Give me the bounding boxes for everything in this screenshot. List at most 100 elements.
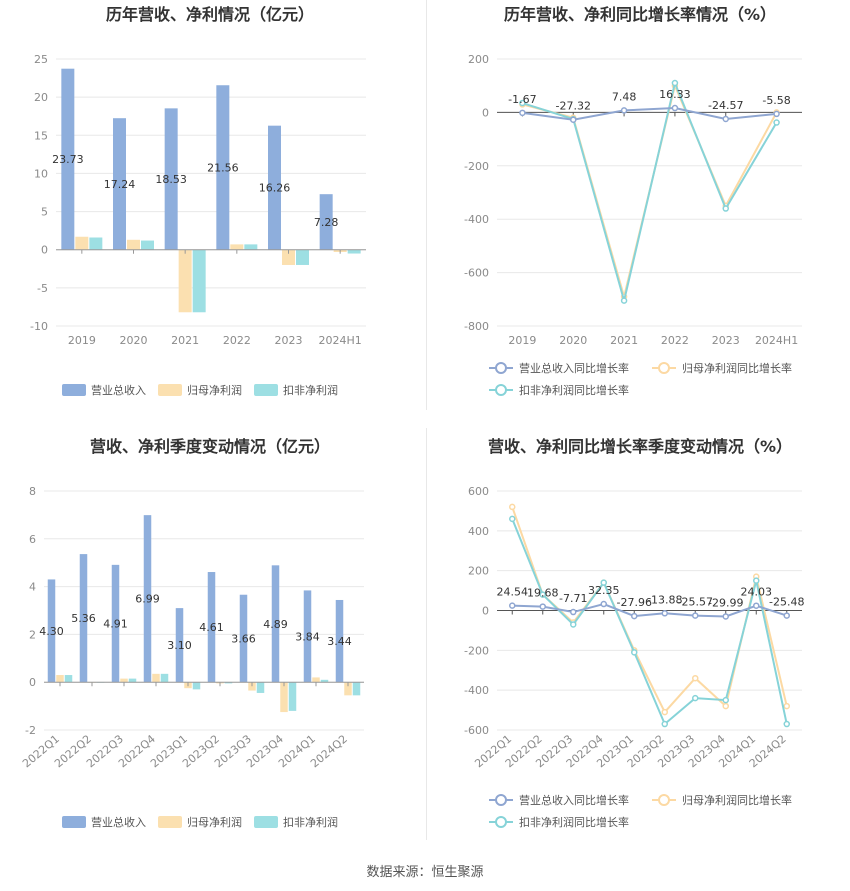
data-label: 17.24: [104, 178, 136, 191]
annual-revenue-profit-panel: 历年营收、净利情况（亿元） 25 20 15 10 5 0 -5 -10 23.73 17.24 18…: [0, 0, 425, 410]
revenue-bar: [319, 194, 333, 250]
y-tick-label: 400: [468, 525, 489, 538]
data-label: 3.66: [231, 632, 256, 645]
data-label: 3.84: [295, 630, 320, 643]
y-tick-label: -200: [464, 644, 489, 657]
data-label: -27.32: [556, 100, 591, 113]
revenue-growth-line: [522, 107, 777, 121]
data-label: 32.35: [588, 584, 620, 597]
revenue-bar: [111, 564, 120, 683]
data-label: -25.57: [678, 596, 713, 609]
line-point: [509, 503, 516, 511]
y-tick-label: 0: [29, 676, 36, 689]
x-tick-label: 2022: [223, 334, 251, 347]
legend-label: 扣非净利润: [283, 383, 338, 397]
line-point: [692, 674, 699, 682]
legend-swatch: [254, 816, 278, 828]
legend-label: 归母净利润: [187, 815, 242, 829]
y-tick-label: 25: [34, 53, 48, 66]
data-label: 3.44: [327, 635, 352, 648]
line-point: [753, 602, 760, 609]
legend-swatch: [158, 816, 182, 828]
data-label: 18.53: [155, 173, 187, 186]
legend-label: 营业总收入: [91, 383, 146, 397]
line-point: [783, 612, 790, 619]
line-point: [773, 110, 780, 118]
net-profit-bar: [152, 673, 160, 683]
line-point: [509, 515, 516, 523]
y-tick-label: 20: [34, 91, 48, 104]
data-label: 7.28: [314, 216, 339, 229]
line-point: [570, 608, 577, 616]
data-label: 24.03: [741, 586, 773, 599]
data-label: 16.33: [659, 88, 691, 101]
deducted-profit-bar: [89, 237, 103, 250]
y-tick-label: -600: [464, 267, 489, 280]
deducted-profit-bar: [244, 244, 258, 250]
deducted-profit-bar: [64, 675, 73, 683]
line-point: [570, 116, 577, 123]
line-point: [722, 115, 729, 123]
y-tick-label: 200: [468, 565, 489, 578]
deducted-profit-bar: [192, 249, 206, 313]
revenue-bar: [61, 68, 75, 250]
data-label: 4.91: [103, 618, 128, 631]
x-tick-label: 2023: [275, 334, 303, 347]
revenue-bar: [303, 590, 312, 683]
annual-growth-rate-panel: 历年营收、净利同比增长率情况（%） 200 0 -200 -400 -600 -800 -1.…: [427, 0, 850, 410]
net-profit-bar: [75, 236, 89, 250]
line-point: [539, 603, 546, 610]
data-label: 16.26: [259, 182, 291, 195]
legend-label: 归母净利润同比增长率: [682, 361, 792, 375]
data-label: 5.36: [71, 612, 96, 625]
revenue-bar: [175, 608, 184, 683]
y-tick-label: 15: [34, 129, 48, 142]
x-tick-label: 2019: [508, 334, 536, 347]
deducted-profit-growth-line: [522, 79, 778, 301]
data-label: 24.54: [497, 586, 529, 599]
revenue-bar: [143, 515, 152, 683]
legend-swatch: [62, 816, 86, 828]
line-point: [570, 621, 577, 628]
data-label: 3.10: [167, 639, 192, 652]
legend-label: 营业总收入同比增长率: [519, 793, 629, 807]
legend-label: 营业总收入: [91, 815, 146, 829]
y-tick-label: -10: [30, 320, 48, 333]
revenue-bar: [216, 85, 230, 250]
data-label: -1.67: [508, 93, 536, 106]
line-point: [631, 612, 638, 620]
line-point: [783, 702, 790, 710]
deducted-profit-bar: [320, 679, 329, 683]
legend-swatch: [158, 384, 182, 396]
line-point: [620, 297, 628, 304]
line-point: [671, 79, 679, 87]
x-tick-label: 2024H1: [755, 334, 798, 347]
line-point: [661, 720, 668, 728]
x-tick-label: 2020: [120, 334, 148, 347]
net-profit-bar: [248, 682, 256, 691]
quarterly-growth-rate-panel: 营收、净利同比增长率季度变动情况（%） 600 400 200 0 -200 -400 -60…: [427, 428, 850, 848]
legend-marker: [658, 794, 670, 806]
data-label: 7.48: [612, 90, 637, 103]
data-label: -25.48: [769, 596, 804, 609]
annual-revenue-profit-chart: 历年营收、净利情况（亿元） 25 20 15 10 5 0 -5 -10 23.73 17.24 18…: [30, 5, 366, 397]
legend-marker: [495, 794, 507, 806]
chart-title: 历年营收、净利情况（亿元）: [106, 5, 314, 24]
x-tick-label: 2020: [559, 334, 587, 347]
legend-label: 扣非净利润同比增长率: [519, 815, 629, 829]
revenue-bar: [164, 108, 178, 250]
revenue-bar: [268, 125, 281, 250]
line-point: [722, 702, 729, 710]
line-point: [519, 109, 526, 117]
net-profit-bar: [344, 682, 352, 696]
data-label: 21.56: [207, 161, 239, 174]
y-tick-label: 10: [34, 167, 48, 180]
y-tick-label: 6: [29, 533, 36, 546]
data-label: -7.71: [559, 592, 587, 605]
line-point: [753, 577, 760, 584]
line-point: [692, 612, 699, 619]
data-label: -24.57: [708, 99, 743, 112]
line-point: [509, 602, 516, 609]
y-tick-label: 4: [29, 581, 36, 594]
x-tick-label: 2024Q2: [308, 732, 350, 770]
